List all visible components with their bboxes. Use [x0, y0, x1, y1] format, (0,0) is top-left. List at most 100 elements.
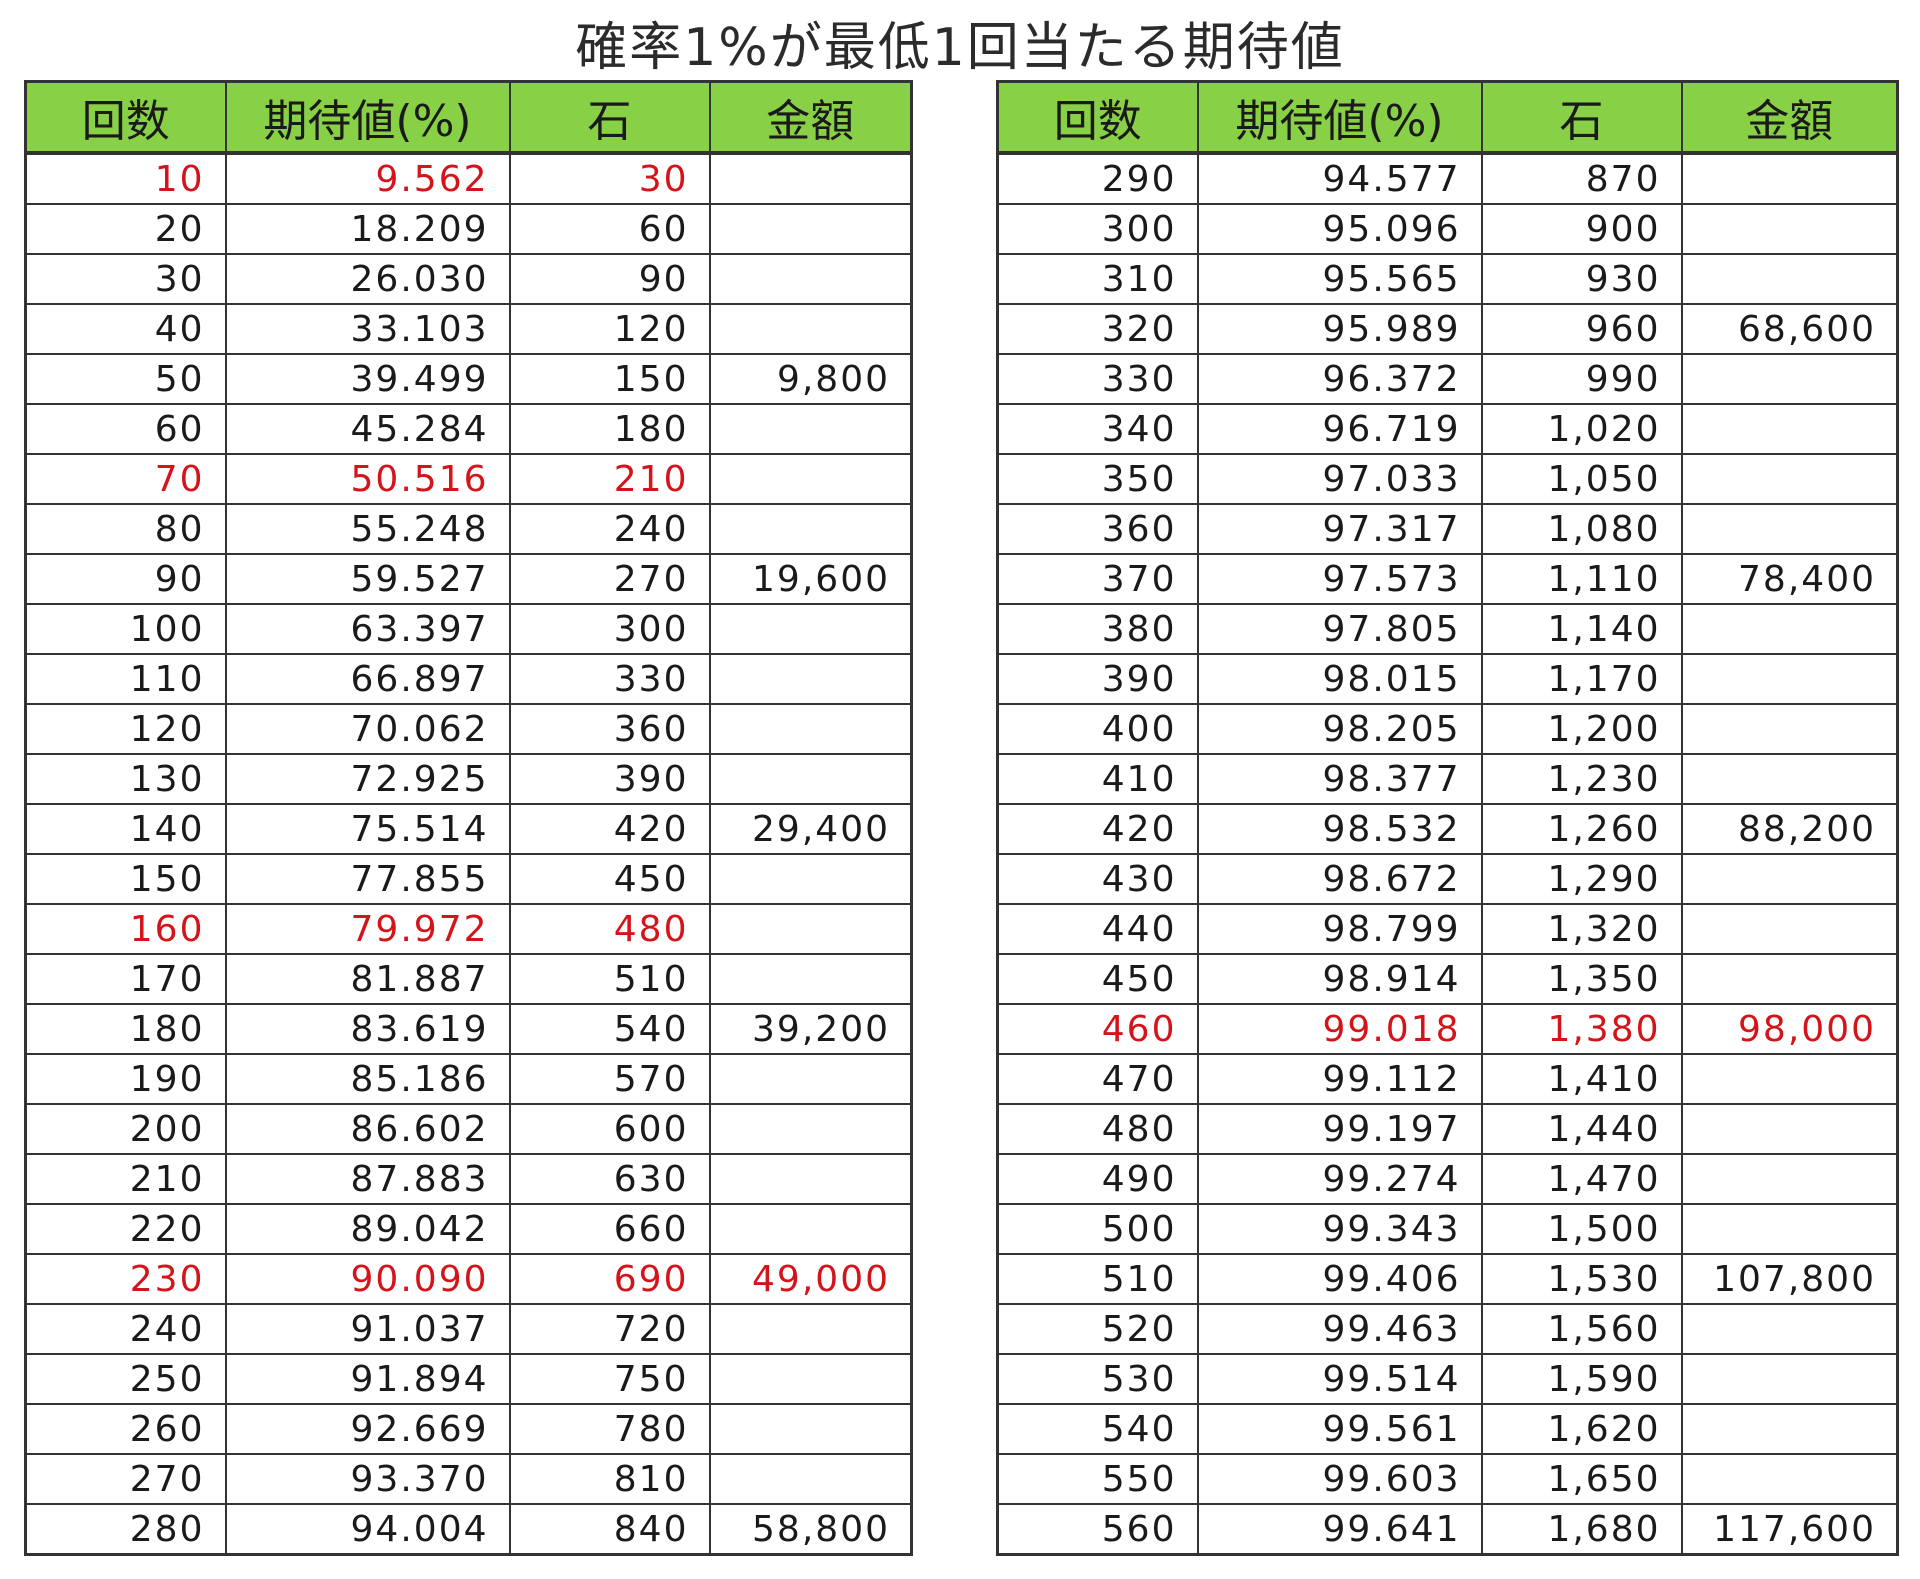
cell-stones: 1,140: [1480, 603, 1683, 655]
cell-expected-value: 95.565: [1196, 253, 1483, 305]
cell-count: 350: [996, 453, 1199, 505]
cell-amount: [708, 503, 913, 555]
cell-stones: 450: [508, 853, 711, 905]
cell-amount: [708, 1403, 913, 1455]
cell-stones: 1,080: [1480, 503, 1683, 555]
table-row: 210 87.883 630: [24, 1153, 913, 1205]
table-row: 100 63.397 300: [24, 603, 913, 655]
cell-expected-value: 81.887: [224, 953, 511, 1005]
cell-expected-value: 96.372: [1196, 353, 1483, 405]
cell-expected-value: 99.018: [1196, 1003, 1483, 1055]
table-row: 170 81.887 510: [24, 953, 913, 1005]
cell-stones: 780: [508, 1403, 711, 1455]
cell-expected-value: 99.561: [1196, 1403, 1483, 1455]
cell-stones: 600: [508, 1103, 711, 1155]
cell-amount: 19,600: [708, 553, 913, 605]
cell-expected-value: 98.672: [1196, 853, 1483, 905]
cell-count: 220: [24, 1203, 227, 1255]
cell-stones: 1,680: [1480, 1503, 1683, 1556]
table-row: 370 97.573 1,110 78,400: [996, 553, 1899, 605]
cell-expected-value: 59.527: [224, 553, 511, 605]
cell-count: 170: [24, 953, 227, 1005]
left-table-body: 10 9.562 30 20 18.209 60 30 26.030 90 40 33.103 120…: [24, 152, 913, 1556]
cell-stones: 690: [508, 1253, 711, 1305]
table-row: 120 70.062 360: [24, 703, 913, 755]
table-row: 130 72.925 390: [24, 753, 913, 805]
table-row: 290 94.577 870: [996, 152, 1899, 205]
cell-expected-value: 92.669: [224, 1403, 511, 1455]
cell-count: 450: [996, 953, 1199, 1005]
table-row: 260 92.669 780: [24, 1403, 913, 1455]
table-row: 420 98.532 1,260 88,200: [996, 803, 1899, 855]
table-row: 500 99.343 1,500: [996, 1203, 1899, 1255]
col-header-count: 回数: [996, 80, 1199, 155]
table-row: 310 95.565 930: [996, 253, 1899, 305]
cell-amount: [708, 603, 913, 655]
cell-amount: [1680, 453, 1899, 505]
cell-amount: [1680, 1303, 1899, 1355]
cell-count: 310: [996, 253, 1199, 305]
cell-count: 340: [996, 403, 1199, 455]
cell-count: 210: [24, 1153, 227, 1205]
cell-expected-value: 26.030: [224, 253, 511, 305]
cell-stones: 1,110: [1480, 553, 1683, 605]
cell-stones: 510: [508, 953, 711, 1005]
cell-stones: 1,500: [1480, 1203, 1683, 1255]
table-row: 320 95.989 960 68,600: [996, 303, 1899, 355]
cell-stones: 570: [508, 1053, 711, 1105]
cell-count: 90: [24, 553, 227, 605]
cell-amount: [708, 653, 913, 705]
cell-stones: 810: [508, 1453, 711, 1505]
cell-count: 20: [24, 203, 227, 255]
cell-count: 140: [24, 803, 227, 855]
cell-stones: 270: [508, 553, 711, 605]
cell-amount: [1680, 503, 1899, 555]
cell-expected-value: 96.719: [1196, 403, 1483, 455]
cell-stones: 540: [508, 1003, 711, 1055]
cell-stones: 480: [508, 903, 711, 955]
cell-expected-value: 18.209: [224, 203, 511, 255]
table-row: 330 96.372 990: [996, 353, 1899, 405]
cell-count: 30: [24, 253, 227, 305]
cell-amount: [708, 152, 913, 205]
table-row: 20 18.209 60: [24, 203, 913, 255]
cell-expected-value: 33.103: [224, 303, 511, 355]
cell-stones: 390: [508, 753, 711, 805]
cell-count: 500: [996, 1203, 1199, 1255]
cell-stones: 900: [1480, 203, 1683, 255]
cell-stones: 1,380: [1480, 1003, 1683, 1055]
cell-stones: 420: [508, 803, 711, 855]
cell-expected-value: 97.317: [1196, 503, 1483, 555]
table-row: 560 99.641 1,680 117,600: [996, 1503, 1899, 1556]
cell-count: 240: [24, 1303, 227, 1355]
cell-count: 190: [24, 1053, 227, 1105]
cell-count: 300: [996, 203, 1199, 255]
cell-stones: 1,020: [1480, 403, 1683, 455]
table-row: 80 55.248 240: [24, 503, 913, 555]
cell-count: 550: [996, 1453, 1199, 1505]
table-row: 390 98.015 1,170: [996, 653, 1899, 705]
cell-expected-value: 98.205: [1196, 703, 1483, 755]
cell-expected-value: 98.914: [1196, 953, 1483, 1005]
cell-stones: 1,320: [1480, 903, 1683, 955]
cell-stones: 300: [508, 603, 711, 655]
cell-stones: 90: [508, 253, 711, 305]
cell-expected-value: 98.015: [1196, 653, 1483, 705]
cell-stones: 210: [508, 453, 711, 505]
cell-stones: 1,290: [1480, 853, 1683, 905]
table-row: 300 95.096 900: [996, 203, 1899, 255]
cell-stones: 240: [508, 503, 711, 555]
table-row: 490 99.274 1,470: [996, 1153, 1899, 1205]
cell-amount: [708, 1153, 913, 1205]
header-row: 回数 期待値(%) 石 金額: [24, 80, 913, 155]
cell-count: 160: [24, 903, 227, 955]
col-header-stones: 石: [508, 80, 711, 155]
cell-expected-value: 94.577: [1196, 152, 1483, 205]
table-row: 240 91.037 720: [24, 1303, 913, 1355]
cell-count: 60: [24, 403, 227, 455]
cell-count: 420: [996, 803, 1199, 855]
table-row: 150 77.855 450: [24, 853, 913, 905]
table-row: 380 97.805 1,140: [996, 603, 1899, 655]
cell-amount: 107,800: [1680, 1253, 1899, 1305]
cell-expected-value: 99.514: [1196, 1353, 1483, 1405]
